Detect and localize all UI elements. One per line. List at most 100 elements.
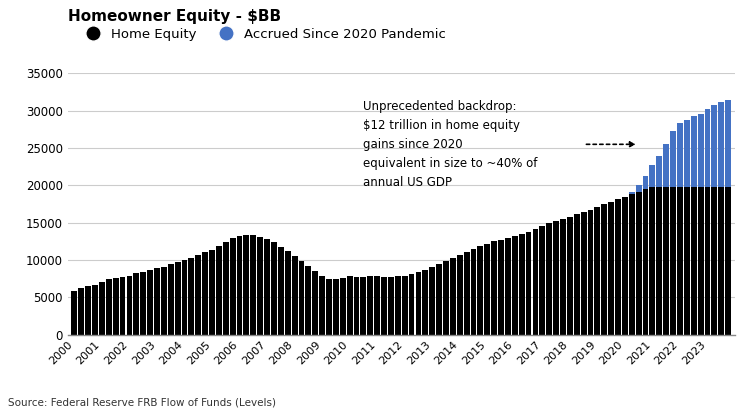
Text: Homeowner Equity - $BB: Homeowner Equity - $BB (68, 9, 280, 24)
Bar (257, 237, 263, 335)
Bar (691, 187, 697, 335)
Bar (353, 277, 359, 335)
Bar (223, 242, 229, 335)
Bar (409, 274, 415, 335)
Bar (251, 235, 257, 335)
Bar (698, 114, 703, 187)
Bar (670, 131, 676, 187)
Text: Source: Federal Reserve FRB Flow of Funds (Levels): Source: Federal Reserve FRB Flow of Fund… (8, 398, 275, 408)
Bar (361, 277, 366, 335)
Bar (539, 226, 545, 335)
Bar (244, 235, 249, 335)
Bar (264, 239, 270, 335)
Bar (587, 210, 593, 335)
Bar (615, 199, 621, 335)
Bar (718, 102, 724, 187)
Bar (643, 176, 649, 189)
Bar (374, 276, 380, 335)
Bar (99, 282, 105, 335)
Bar (636, 192, 641, 335)
Bar (326, 279, 332, 335)
Bar (154, 268, 160, 335)
Bar (395, 276, 400, 335)
Bar (580, 212, 586, 335)
Bar (161, 267, 166, 335)
Bar (457, 255, 463, 335)
Bar (127, 276, 132, 335)
Bar (636, 185, 641, 192)
Bar (147, 270, 153, 335)
Bar (670, 187, 676, 335)
Bar (650, 165, 656, 187)
Bar (478, 246, 483, 335)
Bar (484, 244, 490, 335)
Bar (498, 240, 504, 335)
Bar (271, 242, 277, 335)
Bar (346, 276, 352, 335)
Bar (698, 187, 703, 335)
Bar (78, 288, 84, 335)
Bar (429, 267, 435, 335)
Bar (663, 144, 669, 187)
Bar (656, 155, 662, 187)
Bar (71, 291, 77, 335)
Bar (236, 236, 242, 335)
Bar (663, 187, 669, 335)
Bar (209, 250, 215, 335)
Bar (368, 276, 374, 335)
Bar (202, 253, 208, 335)
Bar (320, 276, 325, 335)
Bar (532, 229, 538, 335)
Bar (643, 189, 649, 335)
Bar (216, 246, 222, 335)
Bar (86, 286, 91, 335)
Bar (298, 262, 304, 335)
Bar (175, 262, 181, 335)
Bar (526, 232, 532, 335)
Bar (691, 116, 697, 187)
Bar (712, 105, 717, 187)
Bar (333, 279, 339, 335)
Bar (725, 100, 731, 187)
Bar (505, 237, 511, 335)
Bar (305, 266, 311, 335)
Bar (188, 258, 194, 335)
Bar (140, 272, 146, 335)
Bar (546, 224, 552, 335)
Legend: Home Equity, Accrued Since 2020 Pandemic: Home Equity, Accrued Since 2020 Pandemic (74, 22, 452, 46)
Bar (92, 284, 98, 335)
Bar (120, 277, 125, 335)
Bar (677, 124, 682, 187)
Bar (285, 251, 291, 335)
Bar (725, 187, 731, 335)
Bar (519, 234, 524, 335)
Bar (560, 219, 566, 335)
Bar (422, 270, 428, 335)
Bar (677, 187, 682, 335)
Bar (712, 187, 717, 335)
Bar (628, 192, 634, 194)
Bar (567, 217, 573, 335)
Bar (684, 187, 690, 335)
Bar (195, 255, 201, 335)
Bar (278, 246, 284, 335)
Bar (464, 252, 470, 335)
Bar (512, 236, 518, 335)
Bar (608, 202, 614, 335)
Text: Unprecedented backdrop:
$12 trillion in home equity
gains since 2020
equivalent : Unprecedented backdrop: $12 trillion in … (364, 100, 538, 188)
Bar (450, 258, 456, 335)
Bar (112, 278, 118, 335)
Bar (554, 221, 559, 335)
Bar (182, 260, 188, 335)
Bar (402, 276, 407, 335)
Bar (168, 264, 174, 335)
Bar (650, 187, 656, 335)
Bar (230, 238, 236, 335)
Bar (628, 194, 634, 335)
Bar (704, 109, 710, 187)
Bar (656, 187, 662, 335)
Bar (388, 277, 394, 335)
Bar (436, 264, 442, 335)
Bar (595, 207, 600, 335)
Bar (106, 279, 112, 335)
